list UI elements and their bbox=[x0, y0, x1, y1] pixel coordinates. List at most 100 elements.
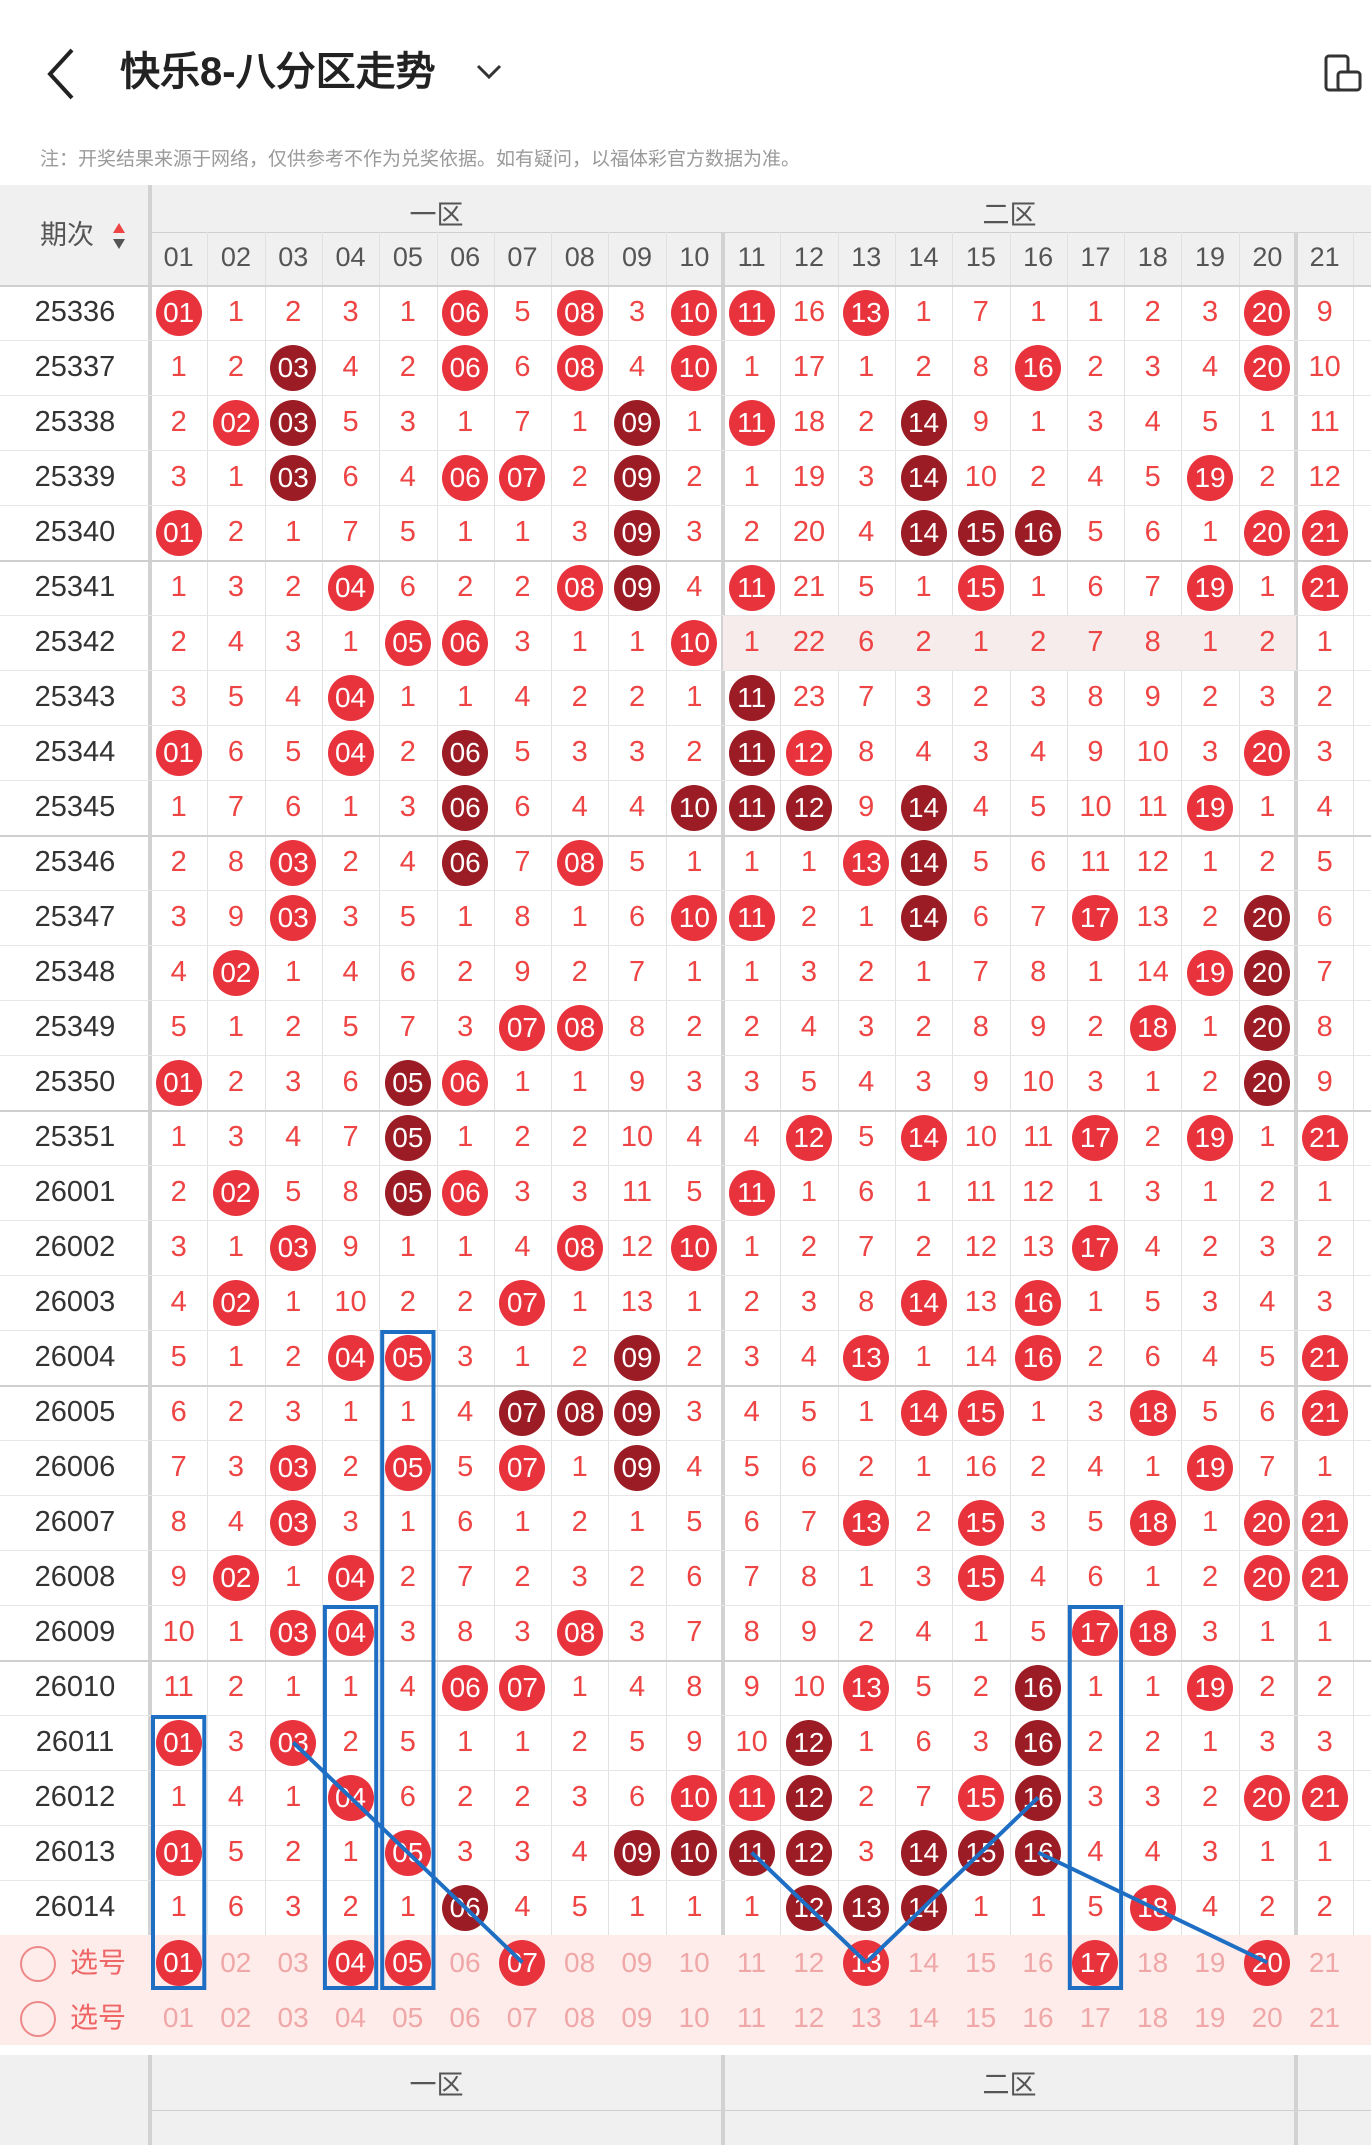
selectable-number[interactable]: 10 bbox=[678, 1947, 710, 1978]
device-switch-icon[interactable] bbox=[1320, 52, 1364, 96]
column-header-10: 10 bbox=[679, 242, 710, 272]
selected-number[interactable]: 04 bbox=[327, 1939, 374, 1986]
selectable-number[interactable]: 14 bbox=[907, 2002, 939, 2033]
row-divider bbox=[0, 1550, 1371, 1551]
selectable-number[interactable]: 06 bbox=[449, 2002, 481, 2033]
selectable-number[interactable]: 15 bbox=[965, 1947, 997, 1978]
missing-count: 1 bbox=[170, 351, 187, 383]
sort-icon[interactable] bbox=[112, 221, 126, 256]
missing-count: 4 bbox=[1144, 406, 1161, 438]
missing-count: 1 bbox=[686, 681, 703, 713]
selectable-number[interactable]: 20 bbox=[1251, 2002, 1283, 2033]
missing-count: 9 bbox=[686, 1726, 703, 1758]
selectable-number[interactable]: 16 bbox=[1022, 1947, 1054, 1978]
missing-count: 1 bbox=[285, 1286, 302, 1318]
selectable-number[interactable]: 08 bbox=[564, 2002, 596, 2033]
selected-number[interactable]: 17 bbox=[1072, 1939, 1119, 1986]
selectable-number[interactable]: 19 bbox=[1194, 2002, 1226, 2033]
missing-count: 1 bbox=[858, 901, 875, 933]
chevron-down-icon[interactable] bbox=[474, 56, 504, 86]
selectable-number[interactable]: 05 bbox=[392, 2002, 424, 2033]
winning-ball: 13 bbox=[843, 1334, 890, 1381]
winning-ball: 01 bbox=[155, 1719, 202, 1766]
missing-count: 3 bbox=[399, 791, 416, 823]
selected-number[interactable]: 01 bbox=[155, 1939, 202, 1986]
missing-count: 2 bbox=[571, 1341, 588, 1373]
missing-count: 6 bbox=[858, 1176, 875, 1208]
selectable-number[interactable]: 12 bbox=[793, 2002, 825, 2033]
column-header-07: 07 bbox=[507, 242, 538, 272]
selectable-number[interactable]: 18 bbox=[1137, 2002, 1169, 2033]
missing-count: 1 bbox=[227, 1231, 245, 1263]
missing-count: 2 bbox=[227, 1396, 245, 1428]
winning-ball: 17 bbox=[1072, 1609, 1119, 1656]
selectable-number[interactable]: 12 bbox=[793, 1947, 825, 1978]
missing-count: 2 bbox=[972, 1671, 989, 1703]
selectable-number[interactable]: 01 bbox=[162, 2002, 195, 2033]
period-header[interactable]: 期次 bbox=[40, 220, 94, 250]
selection-radio[interactable] bbox=[20, 1946, 56, 1982]
selectable-number[interactable]: 11 bbox=[736, 1947, 767, 1978]
row-divider bbox=[0, 835, 1371, 837]
selected-number[interactable]: 20 bbox=[1244, 1939, 1291, 1986]
selectable-number[interactable]: 21 bbox=[1308, 2002, 1341, 2033]
selectable-number[interactable]: 14 bbox=[907, 1947, 939, 1978]
missing-count: 1 bbox=[457, 1726, 474, 1758]
selectable-number[interactable]: 09 bbox=[621, 1947, 653, 1978]
missing-count: 2 bbox=[514, 571, 531, 603]
selectable-number[interactable]: 21 bbox=[1308, 1947, 1341, 1978]
missing-count: 1 bbox=[514, 1341, 531, 1373]
column-header-15: 15 bbox=[965, 242, 996, 272]
selected-number[interactable]: 07 bbox=[499, 1939, 546, 1986]
missing-count: 3 bbox=[571, 736, 588, 768]
selectable-number[interactable]: 04 bbox=[334, 2002, 366, 2033]
missing-count: 4 bbox=[1087, 1451, 1104, 1483]
winning-ball: 07 bbox=[499, 1279, 546, 1326]
selectable-number[interactable]: 03 bbox=[277, 2002, 309, 2033]
winning-ball: 13 bbox=[843, 1664, 890, 1711]
selected-number[interactable]: 05 bbox=[384, 1939, 431, 1986]
selection-radio[interactable] bbox=[20, 2001, 56, 2037]
selectable-number[interactable]: 16 bbox=[1022, 2002, 1054, 2033]
column-divider bbox=[436, 232, 438, 2045]
missing-count: 8 bbox=[858, 736, 875, 768]
missing-count: 1 bbox=[285, 956, 302, 988]
winning-ball: 17 bbox=[1072, 894, 1119, 941]
missing-count: 3 bbox=[399, 1616, 416, 1648]
missing-count: 1 bbox=[972, 1891, 989, 1923]
selectable-number[interactable]: 11 bbox=[736, 2002, 767, 2033]
winning-ball: 20 bbox=[1244, 344, 1291, 391]
missing-count: 1 bbox=[1201, 516, 1219, 548]
missing-count: 6 bbox=[1144, 516, 1161, 548]
missing-count: 7 bbox=[972, 956, 989, 988]
selectable-number[interactable]: 17 bbox=[1079, 2002, 1111, 2033]
missing-count: 3 bbox=[1259, 681, 1276, 713]
missing-count: 7 bbox=[858, 681, 875, 713]
selectable-number[interactable]: 03 bbox=[277, 1947, 309, 1978]
missing-count: 2 bbox=[457, 1781, 474, 1813]
selectable-number[interactable]: 07 bbox=[506, 2002, 538, 2033]
selectable-number[interactable]: 06 bbox=[449, 1947, 481, 1978]
selectable-number[interactable]: 15 bbox=[965, 2002, 997, 2033]
missing-count: 2 bbox=[1316, 681, 1333, 713]
missing-count: 7 bbox=[514, 406, 531, 438]
column-divider bbox=[665, 232, 667, 2045]
missing-count: 1 bbox=[1259, 1121, 1276, 1153]
period-cell: 25338 bbox=[34, 406, 116, 438]
back-arrow-icon[interactable] bbox=[40, 44, 84, 104]
missing-count: 2 bbox=[1030, 626, 1047, 658]
missing-count: 5 bbox=[1316, 846, 1333, 878]
selectable-number[interactable]: 19 bbox=[1194, 1947, 1226, 1978]
selectable-number[interactable]: 02 bbox=[220, 2002, 252, 2033]
winning-ball: 20 bbox=[1244, 894, 1291, 941]
selectable-number[interactable]: 08 bbox=[564, 1947, 596, 1978]
selectable-number[interactable]: 10 bbox=[678, 2002, 710, 2033]
selected-number[interactable]: 13 bbox=[843, 1939, 890, 1986]
selectable-number[interactable]: 18 bbox=[1137, 1947, 1169, 1978]
missing-count: 9 bbox=[1316, 296, 1333, 328]
selectable-number[interactable]: 13 bbox=[850, 2002, 882, 2033]
selectable-number[interactable]: 02 bbox=[220, 1947, 252, 1978]
missing-count: 3 bbox=[1316, 1726, 1333, 1758]
selectable-number[interactable]: 09 bbox=[621, 2002, 653, 2033]
winning-ball: 07 bbox=[499, 1444, 546, 1491]
